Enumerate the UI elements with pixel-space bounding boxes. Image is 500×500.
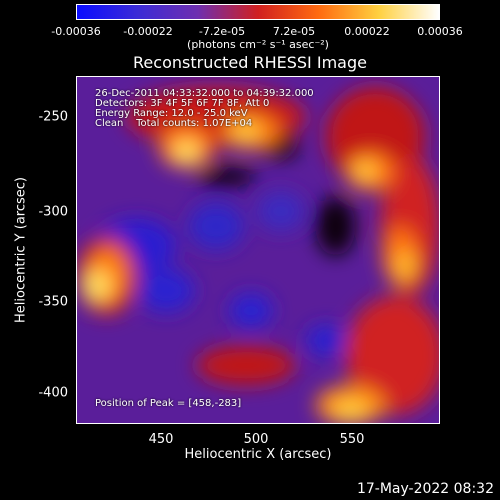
y-tick-label: -300	[38, 204, 68, 220]
x-tick-label: 550	[339, 432, 365, 447]
colorbar	[76, 4, 440, 20]
plot-title: Reconstructed RHESSI Image	[133, 53, 367, 72]
info-counts: Clean Total counts: 1.07E+04	[95, 118, 253, 129]
x-axis-label: Heliocentric X (arcsec)	[184, 447, 332, 462]
y-tick-label: -350	[38, 294, 68, 310]
x-tick-label: 500	[243, 432, 269, 447]
x-tick-label: 450	[148, 432, 174, 447]
colorbar-units: (photons cm⁻² s⁻¹ asec⁻²)	[187, 38, 329, 51]
info-detectors: Detectors: 3F 4F 5F 6F 7F 8F, Att 0	[95, 98, 270, 109]
info-peak-position: Position of Peak = [458,-283]	[95, 398, 242, 409]
info-energy-range: Energy Range: 12.0 - 25.0 keV	[95, 108, 248, 119]
y-axis-label: Heliocentric Y (arcsec)	[13, 177, 29, 323]
reconstructed-image	[77, 77, 439, 423]
colorbar-tick: -0.00036	[51, 25, 101, 38]
colorbar-tick: 0.00036	[417, 25, 463, 38]
y-tick-label: -250	[38, 109, 68, 125]
timestamp: 17-May-2022 08:32	[356, 481, 494, 497]
image-plot: 26-Dec-2011 04:33:32.000 to 04:39:32.000…	[76, 76, 440, 424]
colorbar-tick: 0.00022	[344, 25, 390, 38]
colorbar-tick: 7.2e-05	[272, 25, 316, 38]
y-tick-label: -400	[38, 385, 68, 401]
info-time-range: 26-Dec-2011 04:33:32.000 to 04:39:32.000	[95, 88, 314, 99]
colorbar-tick: -0.00022	[123, 25, 173, 38]
colorbar-tick: -7.2e-05	[198, 25, 246, 38]
